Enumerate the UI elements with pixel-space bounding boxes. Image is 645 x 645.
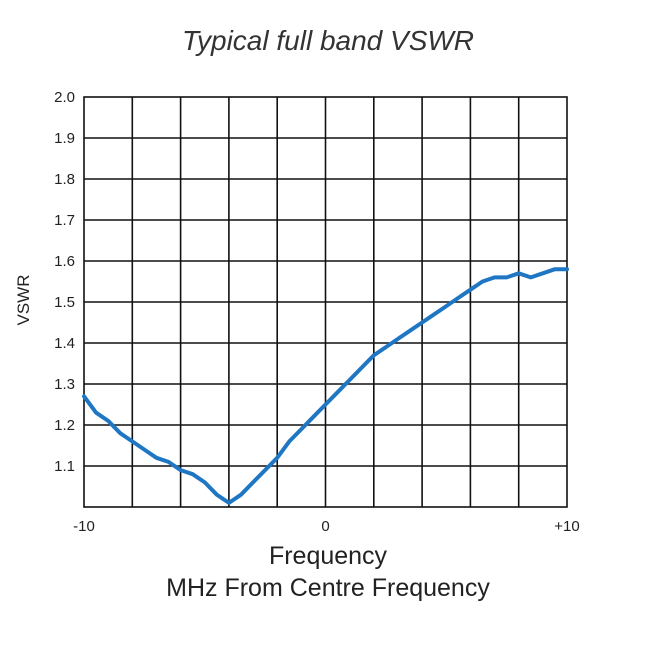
y-tick-label: 1.7 xyxy=(54,212,75,229)
series-line-vswr xyxy=(82,267,569,505)
y-tick-label: 1.2 xyxy=(54,417,75,434)
y-tick-label: 1.1 xyxy=(54,458,75,475)
chart-title: Typical full band VSWR xyxy=(182,25,474,56)
y-tick-label: 1.4 xyxy=(54,335,75,352)
plot-grid xyxy=(83,96,568,508)
y-tick-label: 1.8 xyxy=(54,171,75,188)
x-axis-sublabel: MHz From Centre Frequency xyxy=(166,574,490,602)
y-tick-labels: 1.1 1.2 1.3 1.4 1.5 1.6 1.7 1.8 1.9 2.0 xyxy=(54,89,75,475)
x-tick-label: 0 xyxy=(321,518,329,535)
y-tick-label: 2.0 xyxy=(54,89,75,106)
x-tick-labels: -10 0 +10 xyxy=(73,518,580,535)
y-axis-label: VSWR xyxy=(14,275,33,326)
y-tick-label: 1.5 xyxy=(54,294,75,311)
x-axis-label: Frequency xyxy=(269,542,388,570)
series-group xyxy=(82,267,569,505)
y-tick-label: 1.9 xyxy=(54,130,75,147)
x-tick-label: -10 xyxy=(73,518,95,535)
y-tick-label: 1.3 xyxy=(54,376,75,393)
y-tick-label: 1.6 xyxy=(54,253,75,270)
x-tick-label: +10 xyxy=(554,518,579,535)
